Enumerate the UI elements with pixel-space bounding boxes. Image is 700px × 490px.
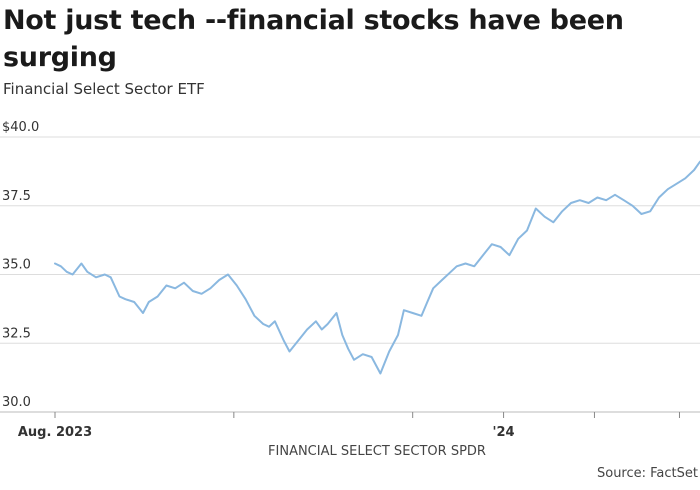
- data-point: [157, 296, 159, 297]
- data-point: [54, 263, 56, 264]
- data-point: [327, 323, 329, 325]
- data-point: [441, 279, 443, 281]
- y-tick-label: 37.5: [2, 189, 31, 204]
- data-point: [596, 197, 598, 198]
- data-point: [552, 221, 554, 223]
- data-point: [623, 199, 625, 201]
- data-point: [142, 312, 144, 314]
- x-tick-label: Aug. 2023: [18, 425, 92, 440]
- data-point: [450, 271, 452, 273]
- data-point: [297, 340, 299, 341]
- data-point: [321, 329, 323, 330]
- data-point: [192, 290, 194, 292]
- x-axis: Aug. 2023 '24: [18, 412, 680, 440]
- data-point: [614, 194, 616, 196]
- data-point: [432, 287, 434, 289]
- data-point: [397, 334, 399, 336]
- data-point: [104, 274, 106, 275]
- chart-title: Not just tech --financial stocks have be…: [3, 5, 624, 73]
- data-point: [371, 356, 373, 358]
- data-point: [262, 323, 264, 325]
- data-point: [535, 208, 537, 209]
- data-point: [201, 293, 203, 295]
- y-tick-label: 32.5: [2, 326, 31, 341]
- data-point: [570, 202, 572, 204]
- data-point: [336, 312, 337, 314]
- data-point: [526, 230, 528, 231]
- data-point: [412, 312, 414, 314]
- y-tick-label: 35.0: [2, 258, 31, 273]
- data-point: [245, 298, 247, 300]
- y-tick-label: $40.0: [2, 120, 39, 135]
- gridlines: [0, 136, 700, 413]
- data-point: [649, 210, 651, 212]
- data-point: [421, 315, 422, 317]
- x-axis-label: FINANCIAL SELECT SECTOR SPDR: [268, 444, 486, 459]
- data-point: [306, 329, 308, 330]
- data-point: [60, 265, 62, 267]
- data-point: [86, 271, 88, 273]
- data-point: [426, 301, 428, 303]
- data-point: [236, 285, 238, 286]
- data-point: [632, 205, 634, 207]
- data-point: [379, 373, 381, 374]
- data-points: [54, 161, 700, 374]
- data-point: [561, 210, 563, 212]
- data-point: [253, 315, 255, 317]
- data-point: [268, 326, 270, 328]
- chart-subtitle: Financial Select Sector ETF: [3, 80, 205, 98]
- data-point: [80, 263, 82, 264]
- source-note: Source: FactSet: [596, 466, 698, 481]
- data-point: [473, 265, 475, 267]
- data-point: [500, 246, 502, 248]
- data-point: [456, 265, 458, 267]
- data-point: [491, 243, 493, 245]
- data-point: [579, 199, 581, 201]
- data-point: [544, 216, 546, 218]
- data-point: [218, 279, 220, 281]
- data-point: [227, 274, 229, 275]
- y-axis-ticks: $40.0 37.5 35.0 32.5 30.0: [2, 120, 39, 410]
- data-point: [95, 276, 97, 278]
- data-point: [362, 353, 364, 355]
- data-point: [119, 296, 120, 297]
- data-point: [347, 348, 349, 350]
- data-point: [693, 169, 695, 171]
- data-point: [588, 202, 590, 204]
- data-point: [403, 309, 405, 311]
- data-point: [315, 320, 317, 322]
- data-point: [676, 183, 677, 185]
- data-point: [209, 287, 211, 289]
- data-point: [508, 254, 510, 256]
- x-tick-label: '24: [493, 425, 515, 440]
- data-point: [66, 271, 68, 273]
- data-point: [482, 254, 484, 256]
- data-point: [388, 351, 390, 352]
- data-point: [517, 238, 519, 240]
- data-point: [148, 301, 150, 303]
- data-point: [640, 213, 642, 215]
- data-point: [274, 320, 276, 322]
- data-point: [341, 334, 343, 336]
- data-point: [605, 199, 607, 201]
- data-point: [667, 188, 669, 190]
- data-point: [133, 301, 135, 303]
- data-point: [658, 197, 660, 198]
- data-point: [465, 263, 466, 264]
- data-point: [353, 359, 355, 361]
- data-point: [165, 285, 167, 286]
- y-tick-label: 30.0: [2, 395, 31, 410]
- series-line: [54, 160, 700, 375]
- data-point: [289, 351, 290, 352]
- data-point: [684, 177, 686, 179]
- data-point: [124, 298, 126, 300]
- data-point: [283, 340, 285, 341]
- data-point: [110, 276, 112, 278]
- data-point: [183, 282, 185, 284]
- data-point: [174, 287, 176, 289]
- data-point: [72, 274, 74, 275]
